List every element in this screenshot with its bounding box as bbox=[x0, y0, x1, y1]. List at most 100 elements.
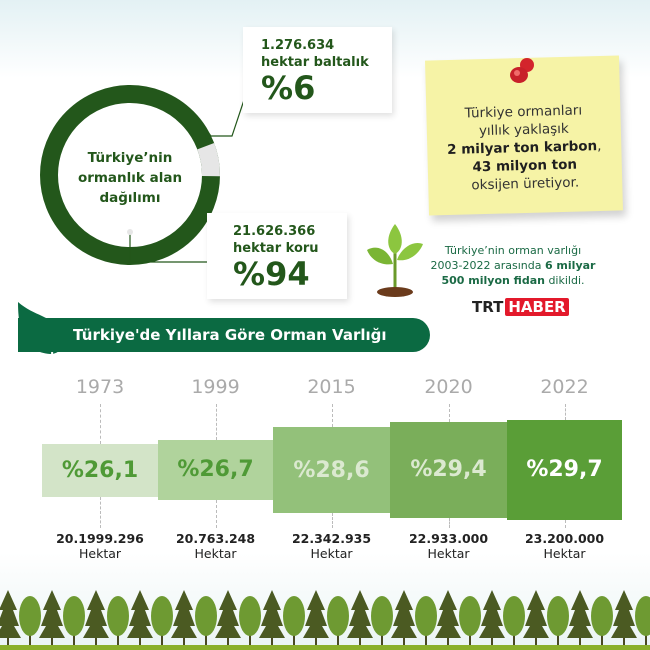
pine-tree-icon bbox=[259, 590, 285, 645]
dashed-tick bbox=[331, 512, 333, 528]
year-label: 1973 bbox=[75, 376, 125, 398]
hectare-number: 20.763.248 bbox=[175, 531, 256, 546]
hectare-value: 22.342.935 Hektar bbox=[272, 531, 392, 561]
baltalik-label: hektar baltalık bbox=[261, 55, 369, 70]
dashed-tick bbox=[564, 404, 566, 421]
center-line: dağılımı bbox=[99, 190, 161, 206]
dashed-tick bbox=[564, 519, 566, 528]
connector-line bbox=[208, 99, 245, 137]
round-tree-icon bbox=[195, 596, 217, 645]
baltalik-card: 1.276.634 hektar baltalık %6 bbox=[243, 27, 392, 113]
pine-tree-icon bbox=[391, 590, 417, 645]
bar-2020: %29,4 bbox=[390, 422, 507, 518]
koru-card: 21.626.366 hektar koru %94 bbox=[207, 213, 347, 299]
donut-center-label: Türkiye’nin ormanlık alan dağılımı bbox=[70, 148, 190, 208]
hectare-number: 20.1999.296 bbox=[56, 531, 144, 546]
round-tree-icon bbox=[107, 596, 129, 645]
ground-line bbox=[0, 645, 650, 650]
dashed-tick bbox=[331, 404, 333, 428]
year-label: 1999 bbox=[191, 376, 240, 398]
forest-decoration bbox=[0, 590, 650, 650]
koru-label: hektar koru bbox=[233, 241, 319, 256]
pine-tree-icon bbox=[435, 590, 461, 645]
pine-tree-icon bbox=[127, 590, 153, 645]
hectare-unit: Hektar bbox=[310, 546, 353, 561]
round-tree-icon bbox=[239, 596, 261, 645]
round-tree-icon bbox=[547, 596, 569, 645]
pine-tree-icon bbox=[39, 590, 65, 645]
dashed-tick bbox=[215, 404, 217, 440]
logo-trt: TRT bbox=[472, 298, 504, 316]
pine-tree-icon bbox=[83, 590, 109, 645]
pine-tree-icon bbox=[171, 590, 197, 645]
koru-percent: %94 bbox=[233, 255, 310, 293]
caption-text: 2003-2022 arasında bbox=[430, 259, 545, 272]
caption-bold: 6 milyar bbox=[544, 259, 596, 272]
caption-line: Türkiye’nin orman varlığı bbox=[444, 244, 582, 257]
dashed-tick bbox=[100, 496, 101, 528]
note-line: oksijen üretiyor. bbox=[471, 174, 580, 194]
year-label: 2022 bbox=[540, 376, 589, 398]
note-comma: , bbox=[596, 137, 602, 155]
pine-tree-icon bbox=[303, 590, 329, 645]
round-tree-icon bbox=[19, 596, 41, 645]
round-tree-icon bbox=[371, 596, 393, 645]
hectare-number: 22.342.935 bbox=[291, 531, 372, 546]
hectare-number: 22.933.000 bbox=[408, 531, 489, 546]
round-tree-icon bbox=[503, 596, 525, 645]
hectare-value: 20.1999.296 Hektar bbox=[40, 531, 160, 561]
round-tree-icon bbox=[415, 596, 437, 645]
baltalik-percent: %6 bbox=[261, 69, 316, 107]
round-tree-icon bbox=[591, 596, 613, 645]
hectare-number: 23.200.000 bbox=[524, 531, 605, 546]
bar-1999: %26,7 bbox=[158, 439, 273, 501]
baltalik-hectares: 1.276.634 bbox=[261, 38, 335, 53]
caption-text: dikildi. bbox=[544, 274, 585, 287]
round-tree-icon bbox=[459, 596, 481, 645]
bar-1973: %26,1 bbox=[42, 443, 158, 497]
note-highlight: 43 milyon ton bbox=[472, 156, 578, 176]
sapling-icon bbox=[367, 224, 423, 297]
center-line: Türkiye’nin bbox=[87, 150, 173, 166]
connector-line bbox=[129, 232, 208, 263]
dashed-tick bbox=[448, 404, 450, 423]
donut-slice-baltalik bbox=[197, 143, 220, 177]
round-tree-icon bbox=[635, 596, 650, 645]
dashed-tick bbox=[215, 500, 217, 528]
hectare-unit: Hektar bbox=[194, 546, 237, 561]
donut-chart bbox=[40, 85, 245, 265]
sapling-caption: Türkiye’nin orman varlığı 2003-2022 aras… bbox=[428, 243, 598, 288]
bar-2015: %28,6 bbox=[273, 427, 390, 513]
koru-hectares: 21.626.366 bbox=[233, 224, 316, 239]
pushpin-icon bbox=[510, 58, 534, 83]
marker-dot bbox=[127, 229, 133, 235]
year-label: 2020 bbox=[424, 376, 473, 398]
round-tree-icon bbox=[327, 596, 349, 645]
pine-tree-icon bbox=[0, 590, 21, 645]
pine-tree-icon bbox=[347, 590, 373, 645]
pine-tree-icon bbox=[215, 590, 241, 645]
pine-tree-icon bbox=[479, 590, 505, 645]
bar-2022: %29,7 bbox=[507, 420, 622, 520]
round-tree-icon bbox=[63, 596, 85, 645]
round-tree-icon bbox=[151, 596, 173, 645]
logo-haber: HABER bbox=[505, 298, 569, 316]
center-line: ormanlık alan bbox=[77, 170, 183, 186]
pine-tree-icon bbox=[611, 590, 637, 645]
round-tree-icon bbox=[283, 596, 305, 645]
dashed-tick bbox=[448, 517, 450, 528]
marker-dot bbox=[205, 133, 211, 139]
caption-bold: 500 milyon fidan bbox=[441, 274, 545, 287]
hectare-unit: Hektar bbox=[78, 546, 122, 561]
hectare-value: 20.763.248 Hektar bbox=[156, 531, 276, 561]
hectare-unit: Hektar bbox=[427, 546, 470, 561]
section-title: Türkiye'de Yıllara Göre Orman Varlığı bbox=[18, 318, 430, 352]
hectare-unit: Hektar bbox=[543, 546, 586, 561]
hectare-value: 23.200.000 Hektar bbox=[505, 531, 625, 561]
dashed-tick bbox=[100, 404, 101, 444]
pine-tree-icon bbox=[567, 590, 593, 645]
pine-tree-icon bbox=[523, 590, 549, 645]
trt-haber-logo: TRT HABER bbox=[472, 298, 569, 316]
year-label: 2015 bbox=[307, 376, 356, 398]
hectare-value: 22.933.000 Hektar bbox=[389, 531, 509, 561]
